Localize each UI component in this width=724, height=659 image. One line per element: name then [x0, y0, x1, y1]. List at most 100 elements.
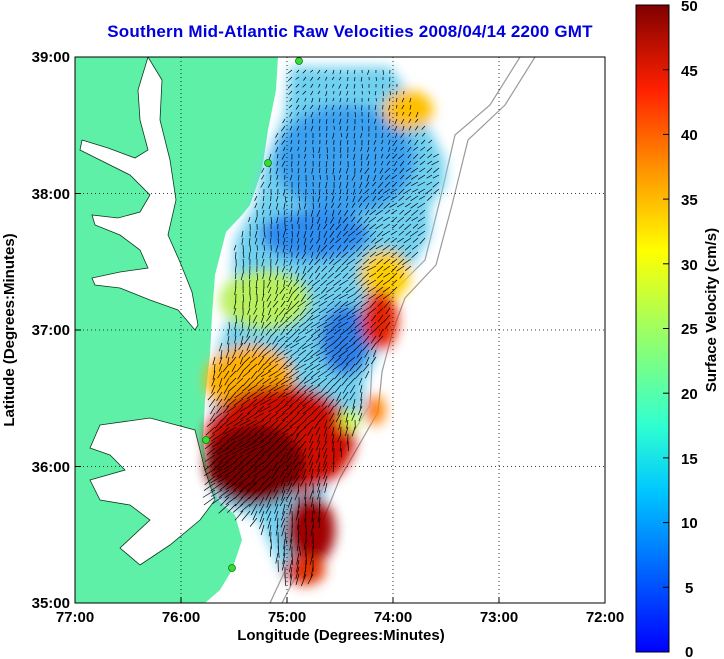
- velocity-vector: [295, 363, 307, 371]
- velocity-vector: [325, 111, 328, 116]
- velocity-vector: [391, 279, 398, 286]
- velocity-vector: [297, 300, 307, 308]
- velocity-vector: [288, 475, 293, 486]
- velocity-vector: [310, 111, 314, 118]
- velocity-vector: [261, 174, 265, 180]
- velocity-vector: [362, 328, 370, 336]
- velocity-vector: [359, 384, 363, 393]
- velocity-vector: [331, 195, 335, 203]
- velocity-vector: [318, 503, 321, 514]
- velocity-vector: [383, 272, 391, 278]
- velocity-vector: [340, 132, 343, 138]
- velocity-vector: [327, 272, 335, 279]
- velocity-vector: [318, 447, 321, 458]
- velocity-vector: [267, 286, 272, 294]
- velocity-vector: [375, 335, 384, 344]
- velocity-vector: [243, 349, 251, 358]
- velocity-vector: [262, 272, 265, 280]
- velocity-vector: [304, 167, 307, 173]
- velocity-vector: [278, 363, 286, 371]
- velocity-vector: [269, 251, 272, 259]
- velocity-vector: [211, 440, 223, 448]
- velocity-vector: [229, 356, 237, 366]
- velocity-vector: [325, 349, 335, 356]
- velocity-vector: [338, 293, 349, 300]
- velocity-vector: [318, 146, 321, 154]
- velocity-vector: [333, 279, 342, 286]
- velocity-vector: [367, 307, 377, 315]
- velocity-vector: [375, 244, 384, 250]
- velocity-vector: [346, 314, 356, 320]
- velocity-vector: [426, 195, 433, 201]
- velocity-vector: [267, 181, 272, 188]
- velocity-vector: [371, 314, 377, 322]
- velocity-vector: [268, 433, 279, 441]
- velocity-vector: [306, 293, 314, 300]
- velocity-vector: [234, 286, 237, 295]
- velocity-vector: [413, 146, 419, 151]
- velocity-vector: [301, 251, 307, 260]
- velocity-vector: [340, 300, 349, 308]
- velocity-vector: [234, 265, 237, 273]
- velocity-field: [205, 67, 445, 585]
- velocity-vector: [364, 167, 370, 175]
- velocity-vector: [318, 97, 321, 103]
- velocity-vector: [371, 202, 377, 210]
- velocity-vector: [335, 223, 342, 231]
- velocity-vector: [283, 384, 293, 392]
- velocity-vector: [291, 230, 293, 238]
- velocity-vector: [361, 251, 370, 258]
- velocity-vector: [340, 265, 349, 273]
- velocity-vector: [261, 419, 272, 428]
- velocity-vector: [238, 342, 244, 350]
- velocity-vector: [225, 496, 237, 505]
- velocity-vector: [248, 251, 251, 260]
- velocity-vector: [241, 314, 244, 323]
- velocity-vector: [324, 321, 335, 329]
- velocity-vector: [389, 97, 391, 102]
- velocity-vector: [332, 97, 335, 102]
- velocity-vector: [233, 454, 244, 463]
- velocity-vector: [234, 321, 237, 330]
- velocity-vector: [375, 279, 384, 287]
- velocity-vector: [283, 363, 293, 370]
- velocity-vector: [277, 335, 286, 343]
- velocity-vector: [298, 545, 302, 557]
- velocity-vector: [275, 132, 279, 138]
- velocity-vector: [260, 370, 272, 378]
- velocity-vector: [339, 328, 349, 336]
- velocity-vector: [417, 216, 426, 222]
- velocity-vector: [311, 97, 314, 103]
- velocity-vector: [332, 111, 335, 116]
- velocity-vector: [329, 223, 335, 231]
- velocity-vector: [309, 433, 314, 443]
- velocity-vector: [361, 293, 370, 299]
- velocity-vector: [306, 314, 314, 323]
- velocity-vector: [323, 258, 328, 265]
- velocity-vector: [268, 384, 279, 392]
- velocity-vector: [215, 419, 223, 429]
- velocity-vector: [375, 321, 384, 330]
- velocity-vector: [297, 517, 300, 530]
- velocity-vector: [283, 538, 286, 550]
- velocity-vector: [335, 265, 342, 273]
- velocity-vector: [324, 293, 335, 300]
- velocity-vector: [298, 342, 307, 350]
- velocity-vector: [289, 503, 293, 515]
- velocity-vector: [378, 181, 384, 189]
- velocity-vector: [364, 349, 370, 358]
- velocity-vector: [333, 356, 342, 364]
- velocity-vector: [354, 370, 363, 379]
- velocity-vector: [349, 265, 356, 272]
- velocity-vector: [279, 286, 286, 295]
- velocity-vector: [289, 573, 293, 586]
- velocity-vector: [315, 251, 321, 260]
- velocity-vector: [342, 216, 349, 224]
- velocity-vector: [239, 468, 251, 478]
- velocity-vector: [257, 482, 265, 492]
- velocity-vector: [239, 447, 251, 455]
- velocity-vector: [337, 433, 342, 443]
- velocity-vector: [338, 314, 349, 322]
- velocity-vector: [281, 293, 286, 301]
- velocity-vector: [373, 146, 377, 152]
